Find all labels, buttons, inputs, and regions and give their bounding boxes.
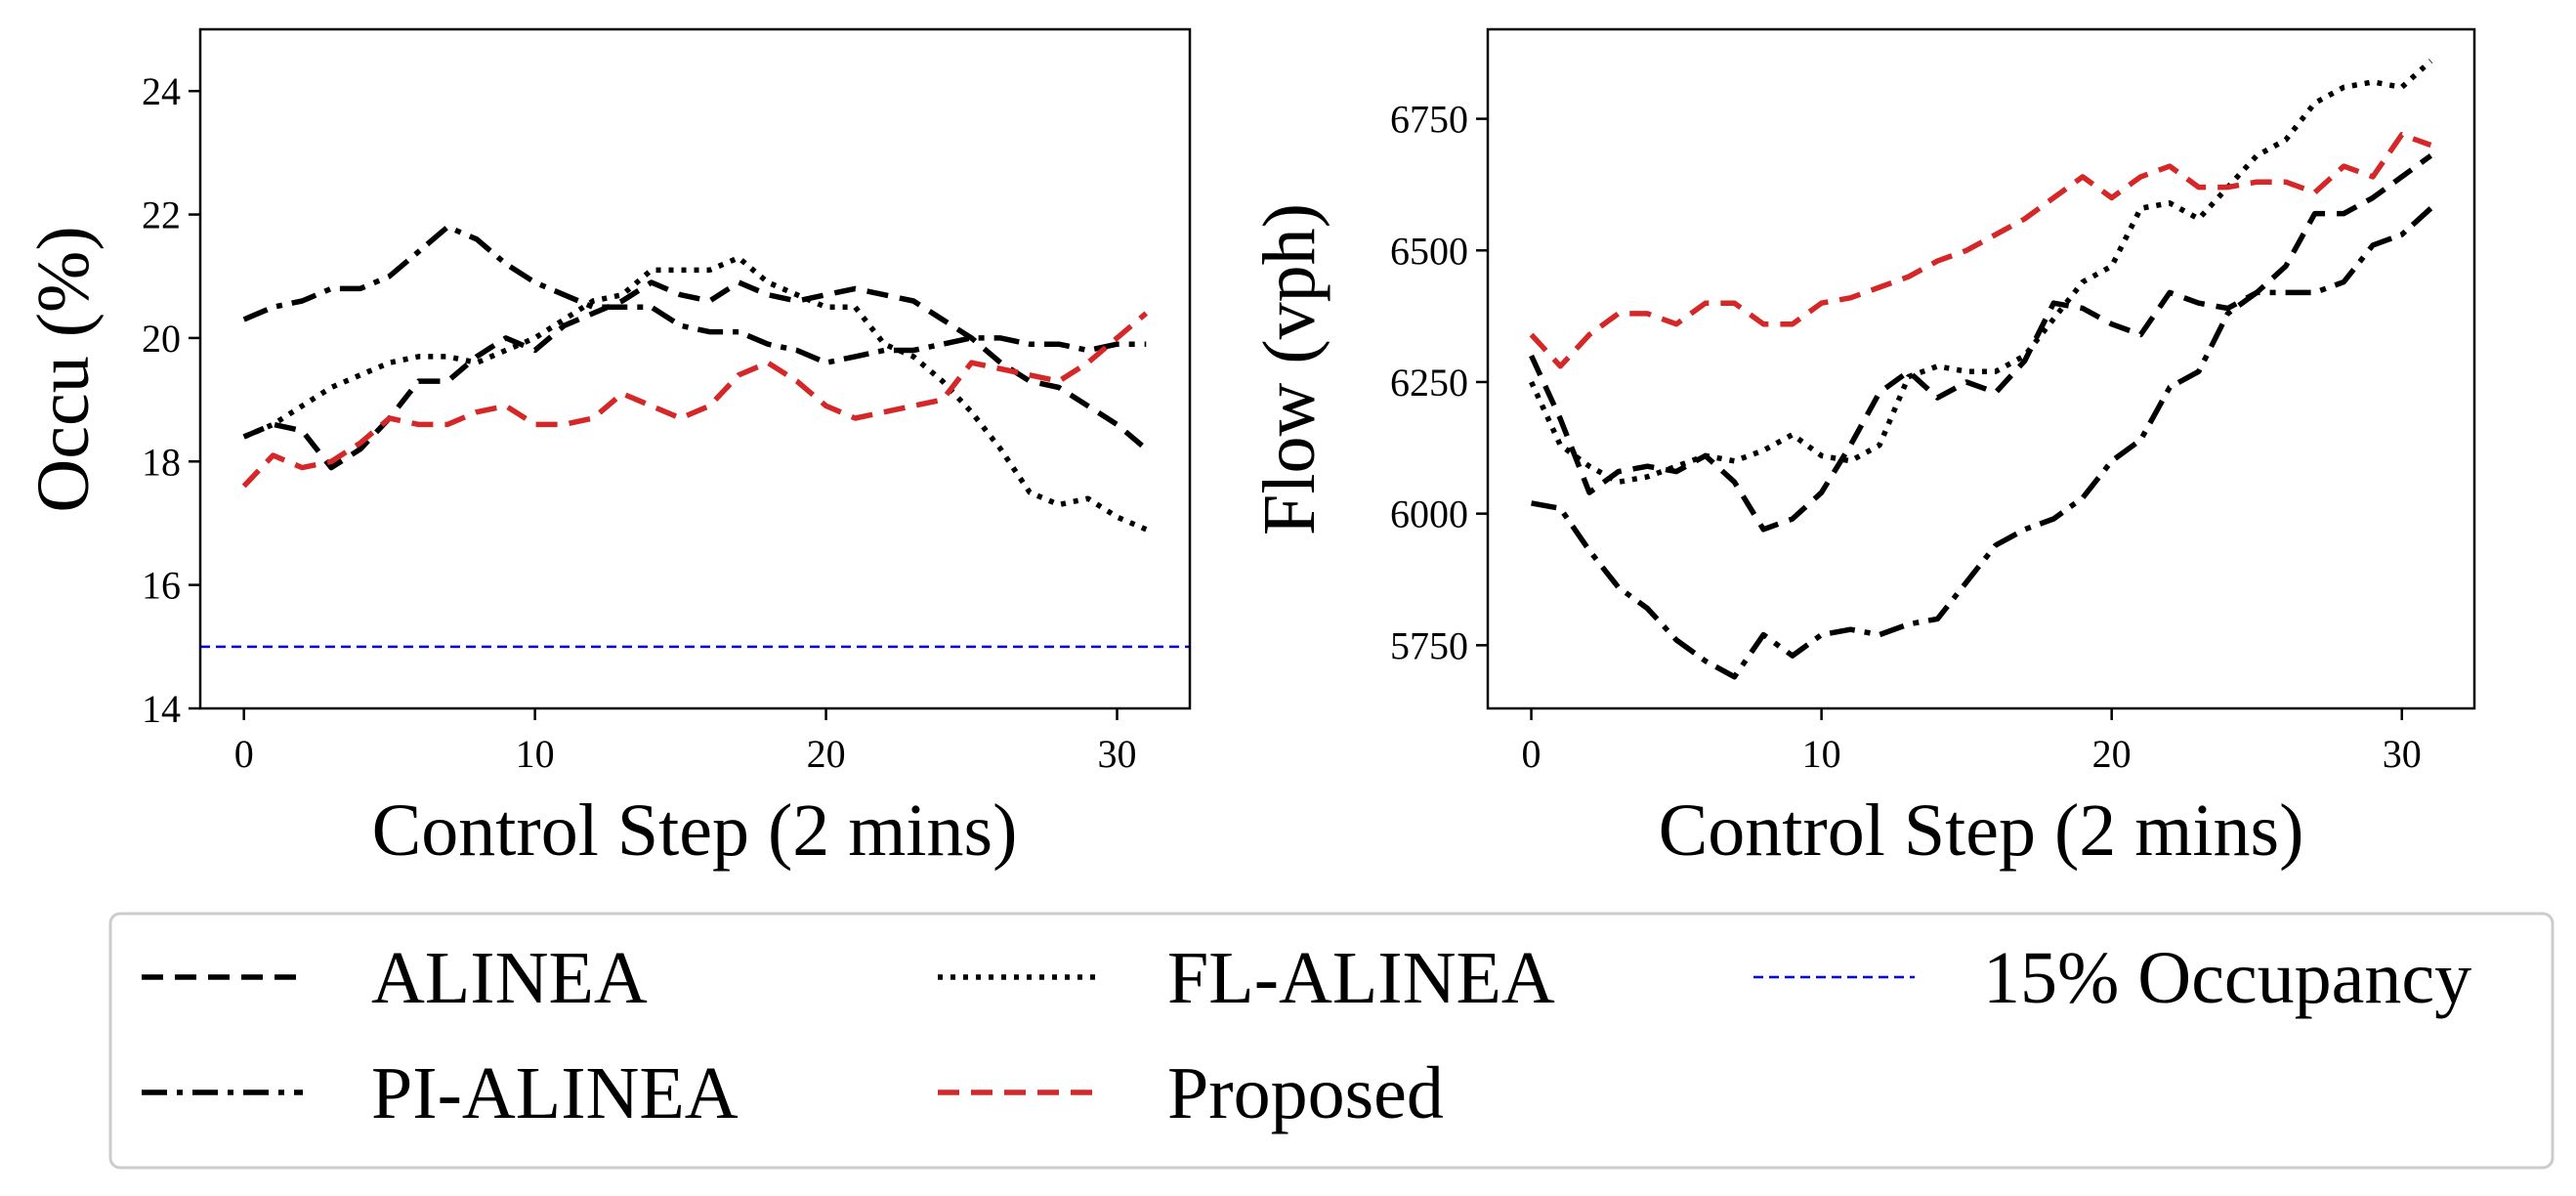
occupancy-y-tick-label: 20	[142, 317, 181, 361]
occupancy-series-alinea	[242, 279, 1149, 471]
flow-y-tick-label: 6250	[1390, 361, 1468, 405]
occupancy-x-tick-label: 10	[516, 732, 555, 776]
flow-series-pi-alinea	[1531, 206, 2433, 680]
occupancy-y-axis-label: Occu (%)	[22, 226, 105, 512]
occupancy-x-tick-label: 0	[234, 732, 254, 776]
flow-series-proposed	[1529, 132, 2432, 369]
flow-x-tick-label: 20	[2092, 732, 2132, 776]
flow-series-fl-alinea	[1529, 59, 2433, 486]
occupancy-y-tick-label: 18	[142, 440, 181, 484]
flow-series-layer	[1529, 59, 2433, 680]
legend-items: ALINEA FL-ALINEA 15% Occupancy PI-ALINEA Pro…	[142, 937, 2471, 1134]
occupancy-series-fl-alinea	[242, 255, 1148, 533]
flow-series-alinea	[1529, 153, 2433, 533]
occupancy-series-proposed	[241, 311, 1149, 489]
flow-y-tick-label: 5750	[1390, 623, 1468, 667]
occupancy-x-tick-label: 20	[807, 732, 846, 776]
legend-box	[108, 912, 2555, 1170]
occupancy-x-tick-label: 30	[1098, 732, 1137, 776]
flow-tick-layer: 0 10 20 30 5750 6000 6250 6500 6750	[1390, 98, 2422, 776]
flow-x-tick-label: 0	[1522, 732, 1541, 776]
flow-x-axis-label: Control Step (2 mins)	[1659, 790, 2304, 872]
occupancy-y-tick-label: 16	[142, 564, 181, 608]
legend-label-pi-alinea: PI-ALINEA	[371, 1052, 739, 1134]
occupancy-y-tick-label: 24	[142, 69, 181, 113]
flow-plot-frame	[1486, 27, 2476, 710]
occupancy-y-tick-label: 14	[142, 687, 181, 731]
flow-y-tick-label: 6750	[1390, 98, 1468, 142]
occupancy-plot-frame	[198, 27, 1192, 710]
flow-y-tick-label: 6000	[1390, 492, 1468, 536]
legend-label-alinea: ALINEA	[371, 937, 648, 1019]
legend-label-proposed: Proposed	[1167, 1052, 1444, 1134]
legend: ALINEA FL-ALINEA 15% Occupancy PI-ALINEA Pro…	[108, 912, 2555, 1170]
legend-label-fl-alinea: FL-ALINEA	[1167, 937, 1555, 1019]
flow-chart: 0 10 20 30 5750 6000 6250 6500 6750 Control Step…	[1248, 27, 2476, 872]
flow-y-tick-label: 6500	[1390, 229, 1468, 273]
occupancy-y-tick-label: 22	[142, 193, 181, 237]
occupancy-tick-layer: 0 10 20 30 14 16 18 20 22 24	[142, 69, 1137, 776]
occupancy-series-pi-alinea	[242, 224, 1147, 365]
flow-x-tick-label: 10	[1802, 732, 1841, 776]
occupancy-chart: 0 10 20 30 14 16 18 20 22 24 Control Step (2 mins…	[22, 27, 1192, 872]
flow-y-axis-label: Flow (vph)	[1248, 203, 1330, 535]
flow-x-tick-label: 30	[2383, 732, 2422, 776]
legend-label-15-occupancy: 15% Occupancy	[1983, 937, 2471, 1019]
occupancy-x-axis-label: Control Step (2 mins)	[372, 790, 1018, 872]
occupancy-series-layer	[200, 224, 1190, 649]
